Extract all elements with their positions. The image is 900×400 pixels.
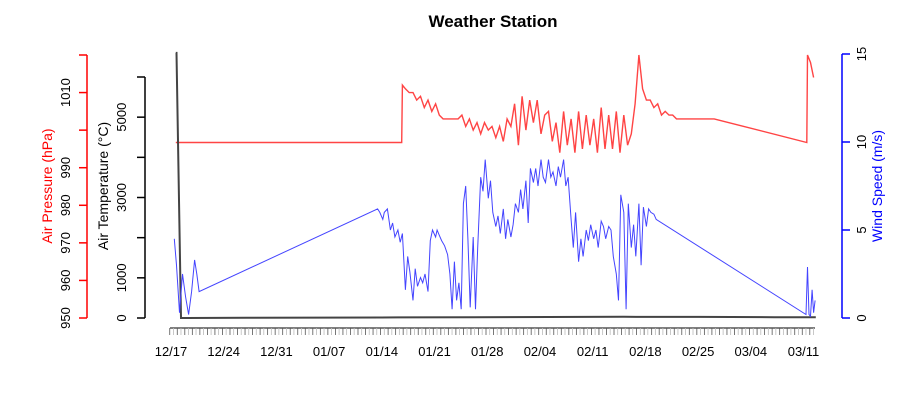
temperature-series-line <box>175 51 816 319</box>
axis-tick-label: 970 <box>58 232 73 254</box>
temperature-axis-label: Air Temperature (°C) <box>95 122 111 250</box>
date-tick-label: 12/31 <box>260 344 293 359</box>
pressure-axis: 950 960 970 980 990 1010 <box>58 54 88 329</box>
date-tick-label: 01/07 <box>313 344 346 359</box>
axis-tick-label: 1010 <box>58 78 73 107</box>
axis-tick-label: 960 <box>58 270 73 292</box>
pressure-axis-label: Air Pressure (hPa) <box>39 128 55 243</box>
date-axis: 12/17 12/24 12/31 01/07 01/14 01/21 01/28 02/04… <box>155 327 820 359</box>
axis-tick-label: 990 <box>58 157 73 179</box>
date-tick-label: 12/17 <box>155 344 188 359</box>
date-tick-label: 02/18 <box>629 344 662 359</box>
axis-tick-label: 3000 <box>114 183 129 212</box>
axis-tick-label: 980 <box>58 194 73 216</box>
date-tick-label: 02/25 <box>682 344 715 359</box>
temperature-axis: 0 1000 3000 5000 <box>114 76 146 322</box>
date-tick-label: 01/21 <box>418 344 451 359</box>
date-tick-label: 03/11 <box>788 344 820 359</box>
plot-area <box>173 51 816 319</box>
pressure-series-line <box>175 54 815 153</box>
axis-tick-label: 1000 <box>114 263 129 292</box>
date-tick-label: 12/24 <box>207 344 240 359</box>
axis-tick-label: 0 <box>854 314 869 321</box>
axis-tick-label: 0 <box>114 314 129 321</box>
axis-tick-label: 950 <box>58 307 73 329</box>
axis-tick-label: 10 <box>854 135 869 149</box>
axis-tick-label: 5 <box>854 226 869 233</box>
date-tick-label: 03/04 <box>735 344 768 359</box>
axis-tick-label: 15 <box>854 47 869 61</box>
axis-tick-label: 5000 <box>114 103 129 132</box>
date-tick-label: 02/04 <box>524 344 557 359</box>
date-tick-label: 01/28 <box>471 344 504 359</box>
wind-axis: 0 5 10 15 <box>841 47 869 322</box>
date-tick-label: 01/14 <box>366 344 399 359</box>
wind-series-line <box>173 159 816 318</box>
wind-axis-label: Wind Speed (m/s) <box>869 130 885 242</box>
date-tick-label: 02/11 <box>577 344 609 359</box>
chart-title: Weather Station <box>428 12 557 31</box>
